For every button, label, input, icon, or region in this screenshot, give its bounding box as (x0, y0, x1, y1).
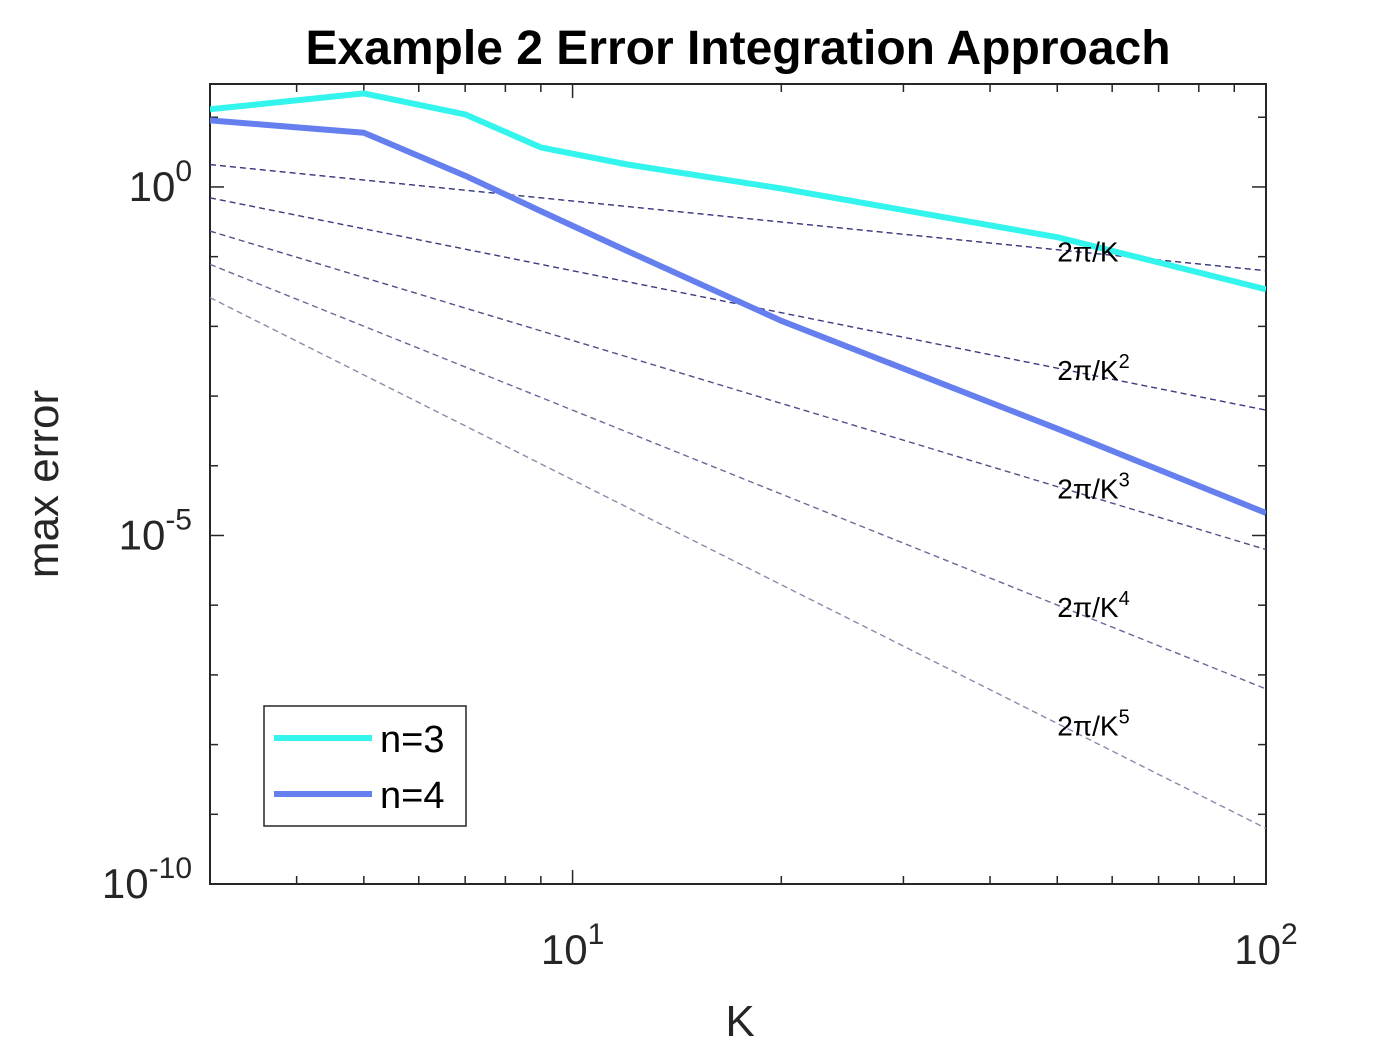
reference-line-label: 2π/K4 (1057, 588, 1129, 623)
axes-box (209, 83, 1267, 885)
reference-line-label: 2π/K3 (1057, 470, 1129, 505)
chart-title: Example 2 Error Integration Approach (305, 22, 1170, 75)
y-tick-label: 100 (129, 155, 192, 210)
y-tick-label: 10-10 (102, 852, 192, 907)
reference-line-label: 2π/K5 (1057, 706, 1129, 741)
x-tick-label: 102 (1234, 918, 1297, 973)
plot-area: 101 102 100 10-5 10-10 2π/K 2π/K2 2π/K3 2π/K4 2π/… (102, 83, 1298, 973)
series-line-n=3 (210, 90, 1266, 293)
legend: n=3n=4 (263, 705, 467, 827)
reference-line-power-1 (210, 163, 1266, 272)
reference-line-label: 2π/K (1057, 237, 1119, 268)
data-layer (210, 90, 1266, 829)
legend-label: n=3 (380, 719, 444, 761)
x-axis-label: K (725, 997, 754, 1046)
reference-line-label: 2π/K2 (1057, 351, 1129, 386)
reference-line-power-5 (210, 296, 1266, 829)
legend-box (263, 705, 467, 827)
reference-line-power-3 (210, 230, 1266, 551)
y-axis-label: max error (19, 390, 68, 578)
y-tick-label: 10-5 (119, 503, 192, 558)
series-line-n=4 (210, 117, 1266, 516)
legend-label: n=4 (380, 775, 444, 817)
x-tick-label: 101 (541, 918, 604, 973)
